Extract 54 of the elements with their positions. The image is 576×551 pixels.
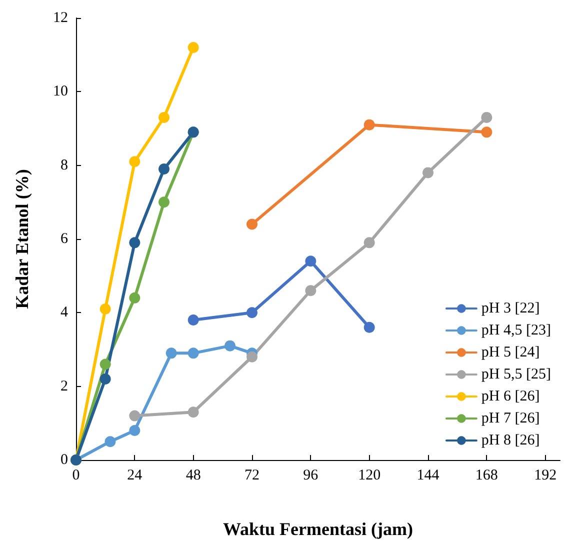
legend-label: pH 4,5 [23] <box>481 322 552 338</box>
y-tick-label: 4 <box>60 304 68 321</box>
point <box>129 410 140 422</box>
point <box>364 322 375 333</box>
legend-label: pH 3 [22] <box>481 300 540 316</box>
legend-label: pH 5 [24] <box>481 344 540 360</box>
point <box>100 358 111 370</box>
point <box>188 348 199 359</box>
point <box>166 348 177 359</box>
point <box>129 156 140 168</box>
y-tick-label: 10 <box>53 84 68 100</box>
legend-label: pH 5,5 [25] <box>481 366 552 382</box>
point <box>246 218 258 230</box>
point <box>158 164 170 175</box>
point <box>305 285 316 296</box>
x-tick-label: 192 <box>534 468 557 484</box>
point <box>188 314 199 326</box>
x-tick-label: 168 <box>475 468 498 484</box>
y-axis-title: Kadar Etanol (%) <box>12 169 32 309</box>
y-tick-label: 12 <box>53 10 68 26</box>
point <box>246 351 258 362</box>
legend-label: pH 8 [26] <box>481 432 540 448</box>
y-tick-label: 8 <box>60 157 68 174</box>
point <box>158 196 170 208</box>
point <box>129 425 140 436</box>
x-tick-label: 120 <box>358 468 381 484</box>
legend-label: pH 6 [26] <box>481 388 540 404</box>
point <box>246 307 258 318</box>
point <box>364 237 375 248</box>
point <box>100 373 111 384</box>
x-tick-label: 0 <box>72 468 80 484</box>
point <box>158 112 170 123</box>
point <box>100 303 111 314</box>
y-tick-label: 0 <box>60 452 68 468</box>
point <box>481 126 492 138</box>
point <box>104 436 116 448</box>
point <box>188 42 199 53</box>
x-tick-label: 144 <box>416 468 440 484</box>
point <box>481 112 492 123</box>
y-tick-label: 2 <box>60 378 68 394</box>
point <box>129 292 140 304</box>
x-tick-label: 48 <box>186 468 201 484</box>
point <box>305 256 316 267</box>
y-tick-label: 6 <box>60 231 68 247</box>
x-axis-title: Waktu Fermentasi (jam) <box>223 519 413 539</box>
point <box>422 167 434 178</box>
x-tick-label: 72 <box>244 468 260 484</box>
point <box>188 406 199 418</box>
x-tick-label: 96 <box>303 468 319 484</box>
point <box>364 119 375 130</box>
point <box>129 237 140 248</box>
point <box>224 340 236 352</box>
legend-label: pH 7 [26] <box>481 410 540 426</box>
x-tick-label: 24 <box>127 468 143 484</box>
